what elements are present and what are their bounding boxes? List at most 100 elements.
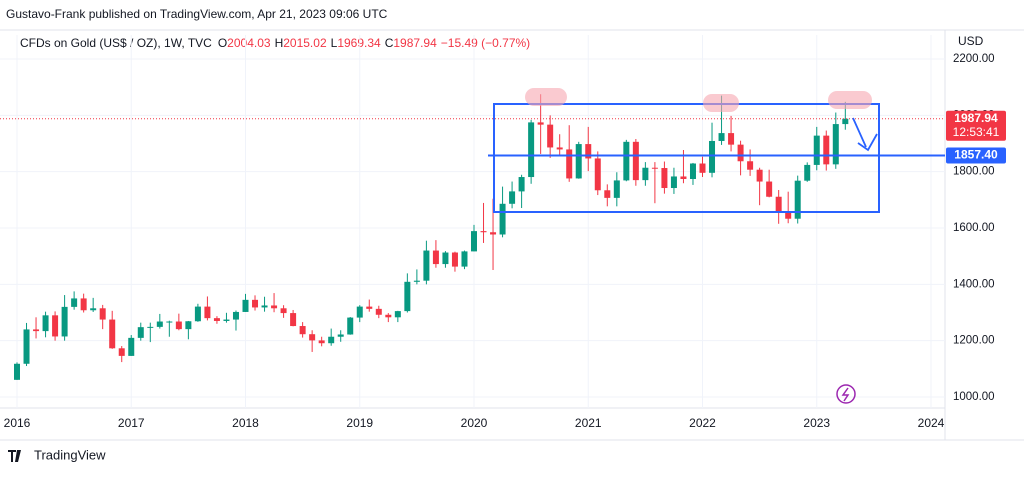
y-tick-label: 1800.00 <box>953 166 995 178</box>
candle-body <box>309 334 316 341</box>
candle-body <box>375 308 382 315</box>
legend-symbol: CFDs on Gold (US$ / OZ), 1W, TVC <box>20 36 212 50</box>
candle-body <box>290 313 297 327</box>
drawings <box>493 88 880 404</box>
candle-body <box>794 180 801 219</box>
top-highlight <box>525 88 567 106</box>
candle-body <box>537 122 544 125</box>
candle-body <box>366 306 373 309</box>
candle-body <box>556 147 563 150</box>
x-tick-label: 2024 <box>918 416 945 430</box>
candle-body <box>61 306 68 337</box>
candle-body <box>356 306 363 318</box>
legend-value: 1987.94 <box>393 36 437 50</box>
legend-change: −15.49 (−0.77%) <box>441 36 530 50</box>
candle-body <box>185 321 192 330</box>
candle-body <box>604 190 611 198</box>
x-tick-label: 2020 <box>461 416 488 430</box>
candle-body <box>423 250 430 281</box>
candle-body <box>509 191 516 204</box>
candle-body <box>213 318 220 321</box>
x-tick-label: 2021 <box>575 416 602 430</box>
range-box <box>493 103 880 213</box>
candle-body <box>80 298 87 311</box>
candle-body <box>242 299 249 312</box>
candle-body <box>413 280 420 282</box>
candle-body <box>490 232 497 235</box>
brand: TradingView <box>34 447 106 462</box>
candle-body <box>613 180 620 198</box>
x-tick-label: 2019 <box>346 416 373 430</box>
candle-body <box>385 314 392 318</box>
price-line-label: 1857.40 <box>954 148 998 162</box>
candle-body <box>528 122 535 178</box>
candle-body <box>347 317 354 335</box>
candle-body <box>747 161 754 170</box>
candle-body <box>14 363 20 380</box>
candle-body <box>623 141 630 181</box>
candle-body <box>775 196 782 212</box>
legend-value: 2015.02 <box>283 36 327 50</box>
y-tick-label: 1600.00 <box>953 222 995 234</box>
candle-body <box>204 306 211 319</box>
candle-body <box>23 329 30 364</box>
candle-body <box>632 141 639 181</box>
candle-body <box>642 167 649 181</box>
candle-body <box>766 181 773 197</box>
candle-body <box>99 308 106 320</box>
candle-body <box>594 158 601 191</box>
candle-body <box>499 203 506 235</box>
candle-body <box>404 281 411 312</box>
candle-body <box>175 321 182 330</box>
currency-label: USD <box>958 34 984 48</box>
legend-key: L <box>331 36 338 50</box>
legend-key: C <box>385 36 394 50</box>
candle-body <box>156 321 163 327</box>
candle-body <box>709 140 716 173</box>
last-price-box <box>946 110 1006 141</box>
top-highlight <box>703 94 739 112</box>
x-tick-label: 2023 <box>803 416 830 430</box>
candle-body <box>223 319 230 321</box>
candle-body <box>737 144 744 162</box>
legend: CFDs on Gold (US$ / OZ), 1W, TVC O2004.03… <box>20 36 530 50</box>
candle-body <box>432 250 439 265</box>
candle-body <box>680 176 687 180</box>
candle-body <box>33 329 40 332</box>
y-tick-label: 1200.00 <box>953 335 995 347</box>
candle-body <box>42 315 49 332</box>
candle-body <box>804 164 811 181</box>
event-icon <box>836 384 856 404</box>
candle-body <box>252 299 259 308</box>
last-price-label: 1987.94 <box>954 111 998 125</box>
candle-body <box>728 133 735 145</box>
candle-body <box>52 315 59 337</box>
candle-body <box>299 326 306 335</box>
candle-body <box>442 252 449 265</box>
candle-body <box>166 321 173 323</box>
x-tick-label: 2017 <box>118 416 145 430</box>
x-tick-label: 2018 <box>232 416 259 430</box>
event-icon-bolt <box>841 387 850 402</box>
candle-body <box>471 231 477 252</box>
arrow <box>852 117 878 152</box>
countdown-label: 12:53:41 <box>953 125 1000 139</box>
price-line-box <box>946 147 1006 164</box>
candle-body <box>337 334 344 337</box>
candle-body <box>661 168 668 189</box>
x-tick-label: 2016 <box>4 416 31 430</box>
x-tick-label: 2022 <box>689 416 716 430</box>
candle-body <box>71 298 78 307</box>
candle-body <box>128 337 135 356</box>
candle-body <box>271 305 278 309</box>
candle-body <box>718 133 725 141</box>
legend-value: 1969.34 <box>337 36 381 50</box>
y-tick-label: 2200.00 <box>953 53 995 65</box>
candle-body <box>90 308 97 311</box>
candle-body <box>832 124 839 165</box>
candle-body <box>137 327 144 338</box>
candle-body <box>670 176 677 189</box>
candle-body <box>328 336 335 344</box>
